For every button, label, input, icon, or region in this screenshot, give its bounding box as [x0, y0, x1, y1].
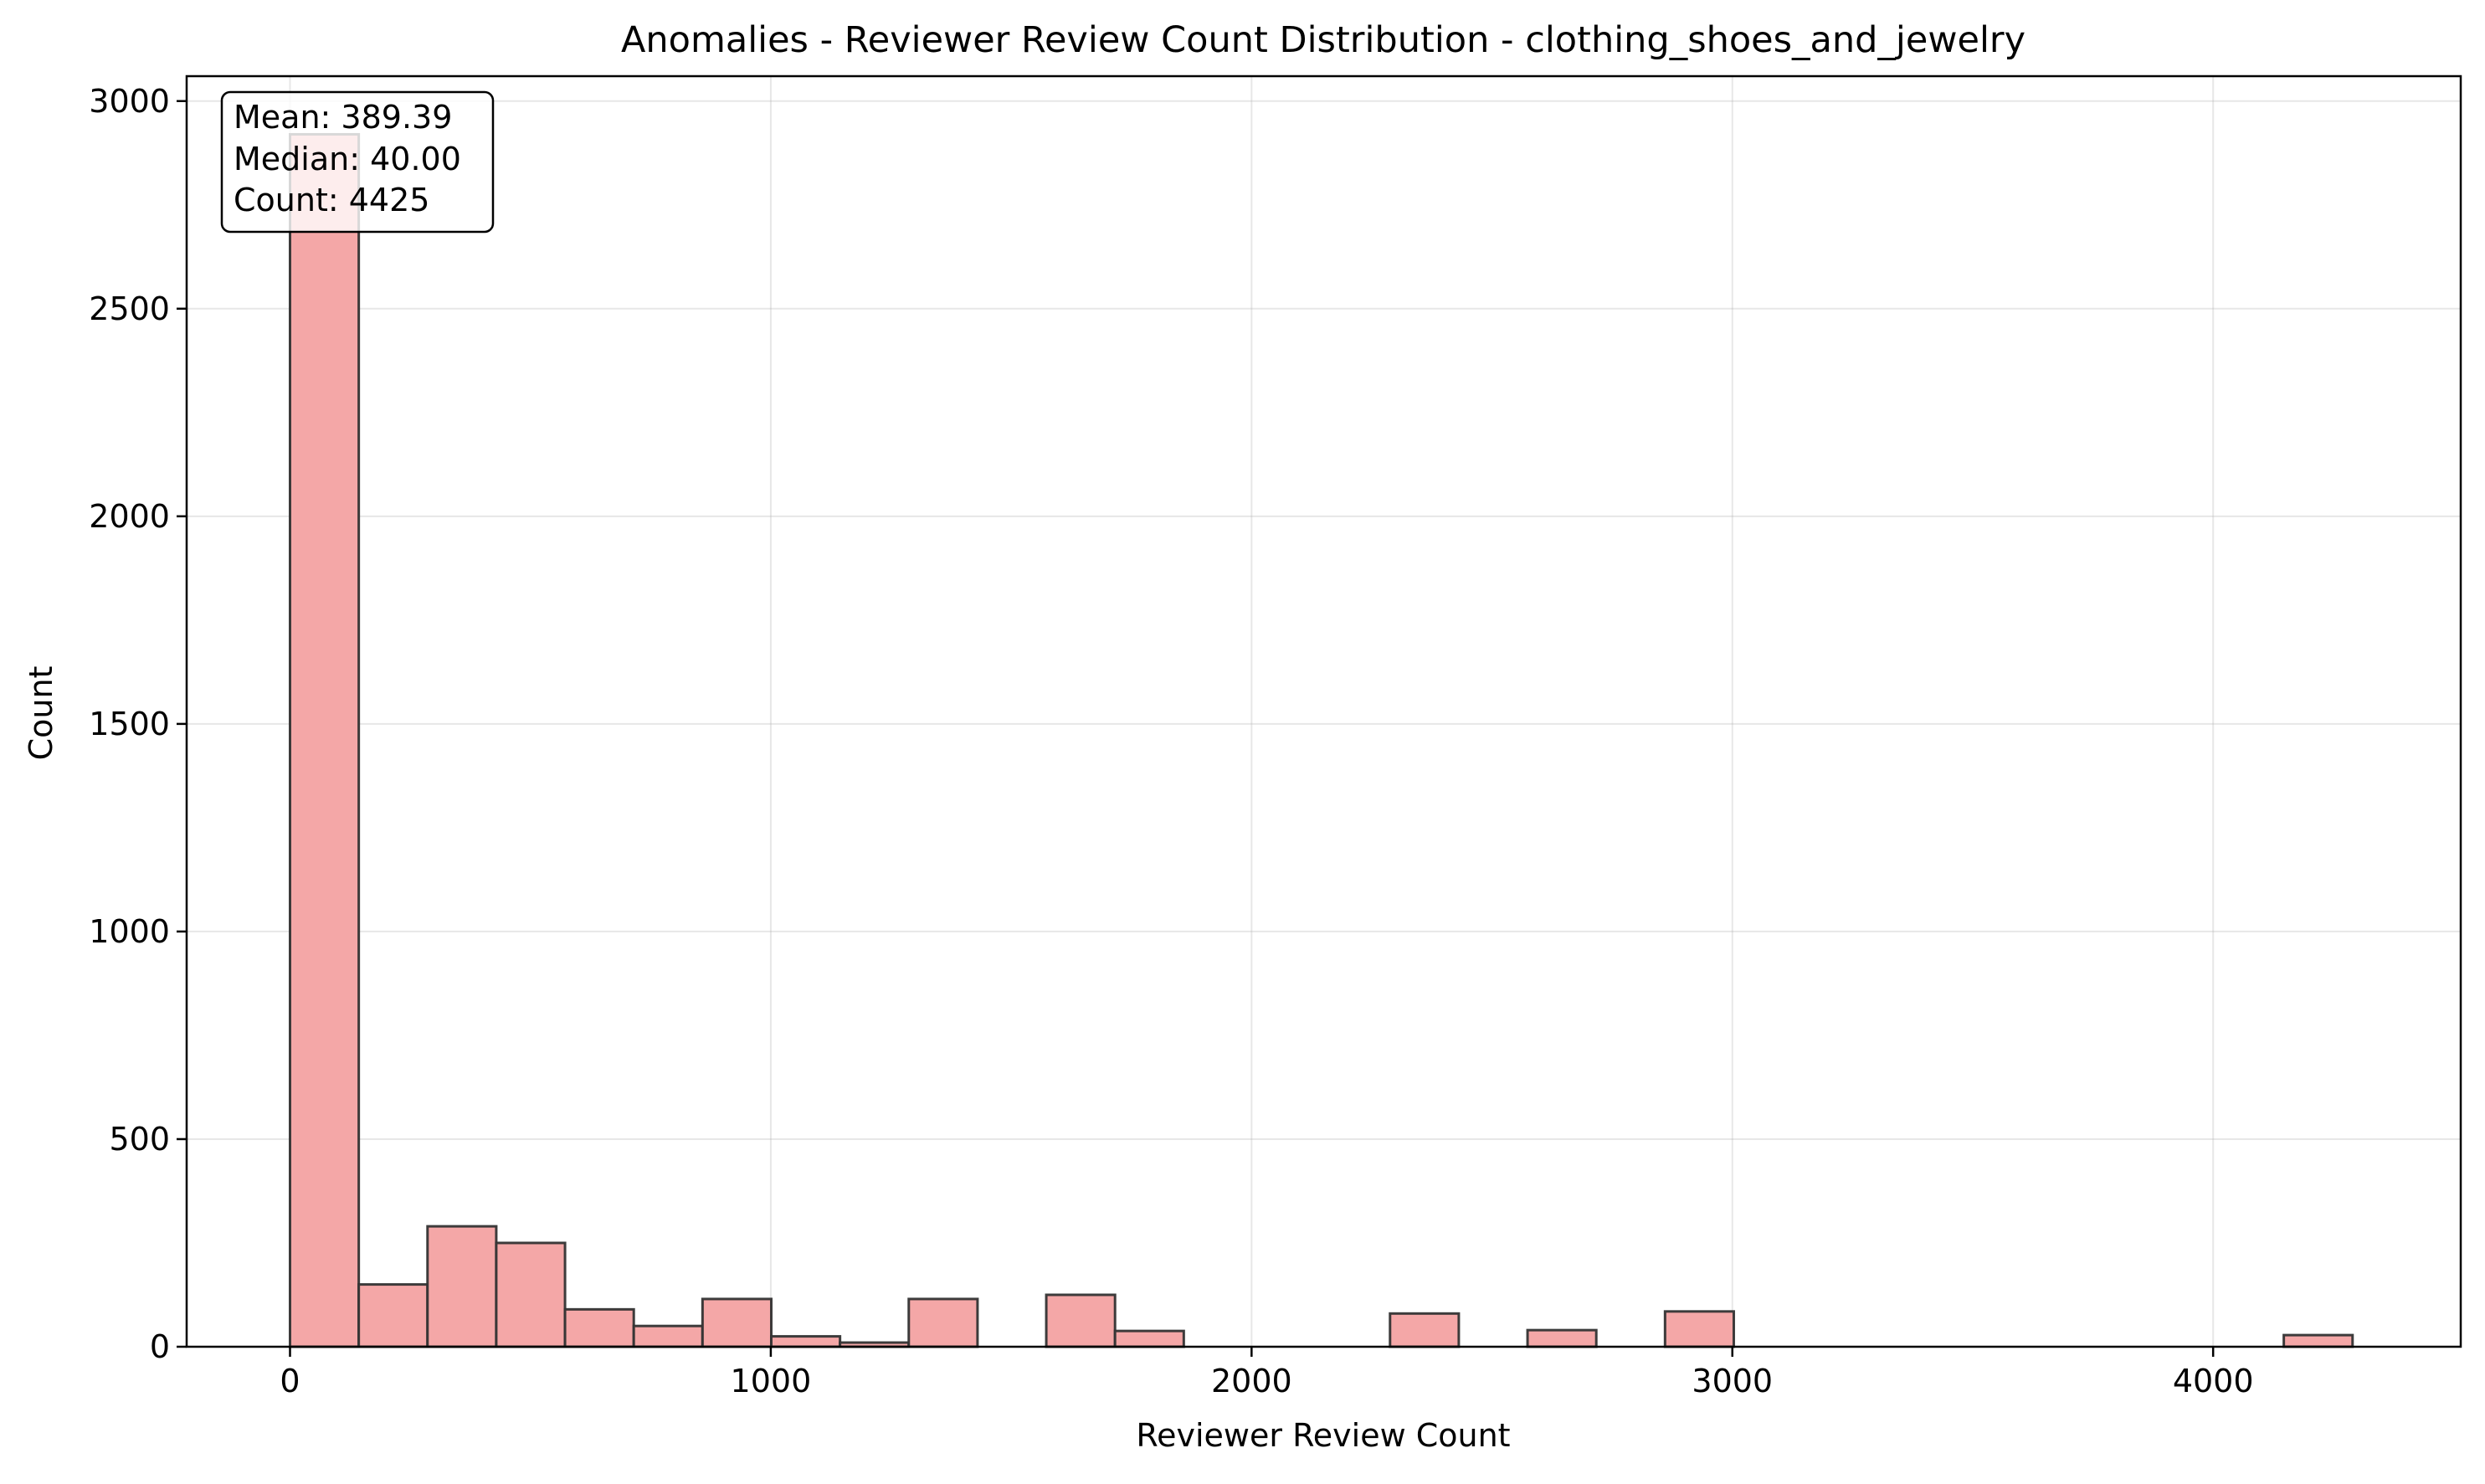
y-tick-label: 2000	[89, 498, 170, 535]
histogram-bar	[701, 1297, 773, 1348]
y-tick-label: 2500	[89, 290, 170, 327]
y-tick-label: 1500	[89, 706, 170, 742]
histogram-bar	[2282, 1333, 2354, 1348]
y-tick-label: 500	[109, 1121, 170, 1158]
y-tick-label: 3000	[89, 83, 170, 120]
ticks-layer: 0 1000 2000 3000 4000 0 500 1000 1500 2000 2500 300…	[89, 83, 2253, 1399]
stats-box-frame	[220, 90, 495, 234]
y-tick-label: 0	[150, 1328, 170, 1365]
histogram-bar	[426, 1225, 498, 1348]
histogram-bar	[769, 1335, 842, 1348]
x-tick-label: 1000	[731, 1363, 812, 1399]
bars-layer	[289, 132, 2354, 1348]
grid-layer	[187, 76, 2461, 1348]
plot-frame	[185, 74, 2462, 1348]
x-tick-label: 3000	[1692, 1363, 1773, 1399]
histogram-bar	[907, 1297, 979, 1348]
y-tick-label: 1000	[89, 913, 170, 950]
histogram-bar	[1113, 1329, 1185, 1348]
x-tick-label: 2000	[1211, 1363, 1292, 1399]
histogram-bar	[1045, 1293, 1117, 1348]
x-axis-label: Reviewer Review Count	[1136, 1417, 1510, 1454]
stats-box: Mean: 389.39 Median: 40.00 Count: 4425	[220, 90, 495, 234]
histogram-bar	[1389, 1312, 1461, 1348]
stats-mean-text: Mean: 389.39	[234, 99, 452, 136]
x-tick-label: 0	[280, 1363, 300, 1399]
histogram-bar	[1663, 1310, 1735, 1348]
chart-title: Anomalies - Reviewer Review Count Distri…	[621, 19, 2025, 61]
histogram-bar	[563, 1307, 635, 1348]
histogram-bar	[1526, 1328, 1598, 1348]
x-tick-label: 4000	[2173, 1363, 2254, 1399]
histogram-bar	[357, 1283, 429, 1348]
y-axis-label: Count	[23, 666, 59, 761]
histogram-bar	[632, 1324, 704, 1348]
stats-median-text: Median: 40.00	[234, 141, 461, 177]
histogram-bar	[289, 132, 361, 1348]
stats-count-text: Count: 4425	[234, 182, 429, 218]
histogram-bar	[495, 1241, 567, 1348]
